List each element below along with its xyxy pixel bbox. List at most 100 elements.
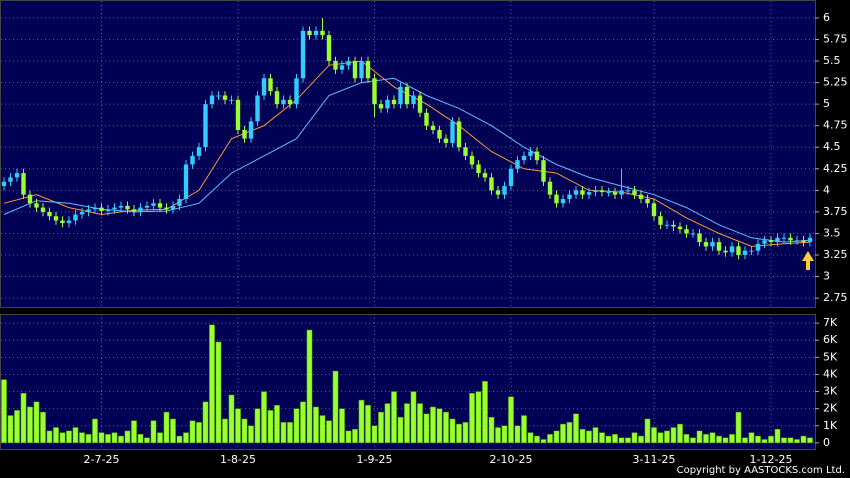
volume-bar <box>586 430 592 444</box>
candle-body <box>775 237 780 243</box>
volume-bar <box>800 435 807 444</box>
volume-bar <box>150 420 157 444</box>
y-tick-label: 2K <box>823 402 838 415</box>
candle-body <box>515 160 520 169</box>
candle-body <box>645 198 650 204</box>
volume-bar <box>66 430 72 444</box>
candle-body <box>261 78 267 96</box>
volume-bar <box>553 430 560 444</box>
x-tick-label: 1-8-25 <box>220 453 256 466</box>
candle-body <box>255 95 260 122</box>
candle-body <box>742 250 748 255</box>
candle-body <box>684 229 689 234</box>
candle-body <box>424 112 429 126</box>
volume-bar <box>722 437 729 444</box>
y-tick-label: 5.5 <box>823 54 841 67</box>
volume-bar <box>462 422 469 444</box>
candle-body <box>534 151 540 161</box>
candle-body <box>658 216 663 225</box>
candle-body <box>359 61 364 79</box>
volume-bar <box>391 391 397 444</box>
candle-body <box>495 190 501 195</box>
candle-body <box>469 155 475 165</box>
volume-bar <box>430 406 436 444</box>
candle-body <box>203 104 208 148</box>
candle-body <box>320 30 325 36</box>
volume-bar <box>46 430 53 444</box>
volume-bar <box>339 408 345 444</box>
volume-bar <box>371 425 378 444</box>
x-tick-label: 1-12-25 <box>750 453 793 466</box>
volume-bar <box>358 399 365 444</box>
volume-bar <box>469 393 475 444</box>
volume-bar <box>280 422 287 444</box>
candle-body <box>443 138 449 143</box>
candle-body <box>723 250 728 253</box>
volume-bar <box>716 435 722 444</box>
volume-bar <box>651 427 657 444</box>
candle-body <box>222 95 228 100</box>
volume-bar <box>365 404 371 444</box>
volume-bar <box>98 432 105 444</box>
volume-bar <box>131 420 137 444</box>
candle-body <box>21 173 26 195</box>
candle-body <box>151 203 156 206</box>
volume-bar <box>657 432 664 444</box>
volume-bar <box>33 401 40 444</box>
candle-body <box>294 78 299 105</box>
candle-body <box>333 61 338 70</box>
candle-body <box>66 220 72 224</box>
candle-body <box>528 151 533 156</box>
candle-body <box>209 95 215 105</box>
candle-body <box>606 192 611 194</box>
candle-body <box>79 211 85 215</box>
candle-body <box>580 190 585 195</box>
volume-bar <box>488 416 495 444</box>
candle-body <box>456 121 462 148</box>
x-tick-label: 2-10-25 <box>490 453 533 466</box>
volume-bar <box>254 408 261 444</box>
candle-body <box>326 35 332 62</box>
volume-bar <box>222 418 228 444</box>
candle-body <box>437 130 442 139</box>
volume-bar <box>183 432 189 444</box>
candle-body <box>690 233 696 235</box>
volume-bar <box>703 434 709 444</box>
volume-bar <box>794 439 800 444</box>
candle-body <box>521 155 527 161</box>
y-tick-label: 6 <box>823 11 830 24</box>
candle-body <box>801 240 806 243</box>
candle-body <box>157 203 163 208</box>
candle-body <box>60 220 65 224</box>
volume-bar <box>631 432 638 444</box>
volume-bar <box>228 394 235 444</box>
volume-bar <box>293 408 300 444</box>
volume-bar <box>27 406 33 444</box>
volume-bar <box>729 434 735 444</box>
copyright: Copyright by AASTOCKS.com Ltd. <box>677 465 845 476</box>
plot-layer: 2.75 3 3.25 3.5 3.75 4 4.25 4.5 4.75 5 5.25 5.5 5.75… <box>1 1 848 466</box>
candle-body <box>216 95 221 97</box>
candle-body <box>391 99 397 105</box>
candle-body <box>502 186 507 195</box>
y-tick-label: 5.25 <box>823 76 848 89</box>
candle-body <box>190 155 195 165</box>
candle-body <box>560 198 566 204</box>
volume-bar <box>196 422 202 444</box>
volume-bar <box>384 403 391 444</box>
candle-body <box>677 226 683 230</box>
volume-bar <box>605 435 612 444</box>
candle-body <box>274 91 280 105</box>
volume-bar <box>248 425 254 444</box>
volume-bar <box>176 435 183 444</box>
volume-bar <box>436 408 443 444</box>
y-tick-label: 3.25 <box>823 248 848 261</box>
volume-bar <box>79 432 85 444</box>
candle-body <box>716 242 722 251</box>
volume-bar <box>261 391 267 444</box>
y-tick-label: 3.5 <box>823 226 841 239</box>
candle-body <box>365 61 371 79</box>
volume-bar <box>105 434 111 444</box>
candle-body <box>73 214 78 221</box>
